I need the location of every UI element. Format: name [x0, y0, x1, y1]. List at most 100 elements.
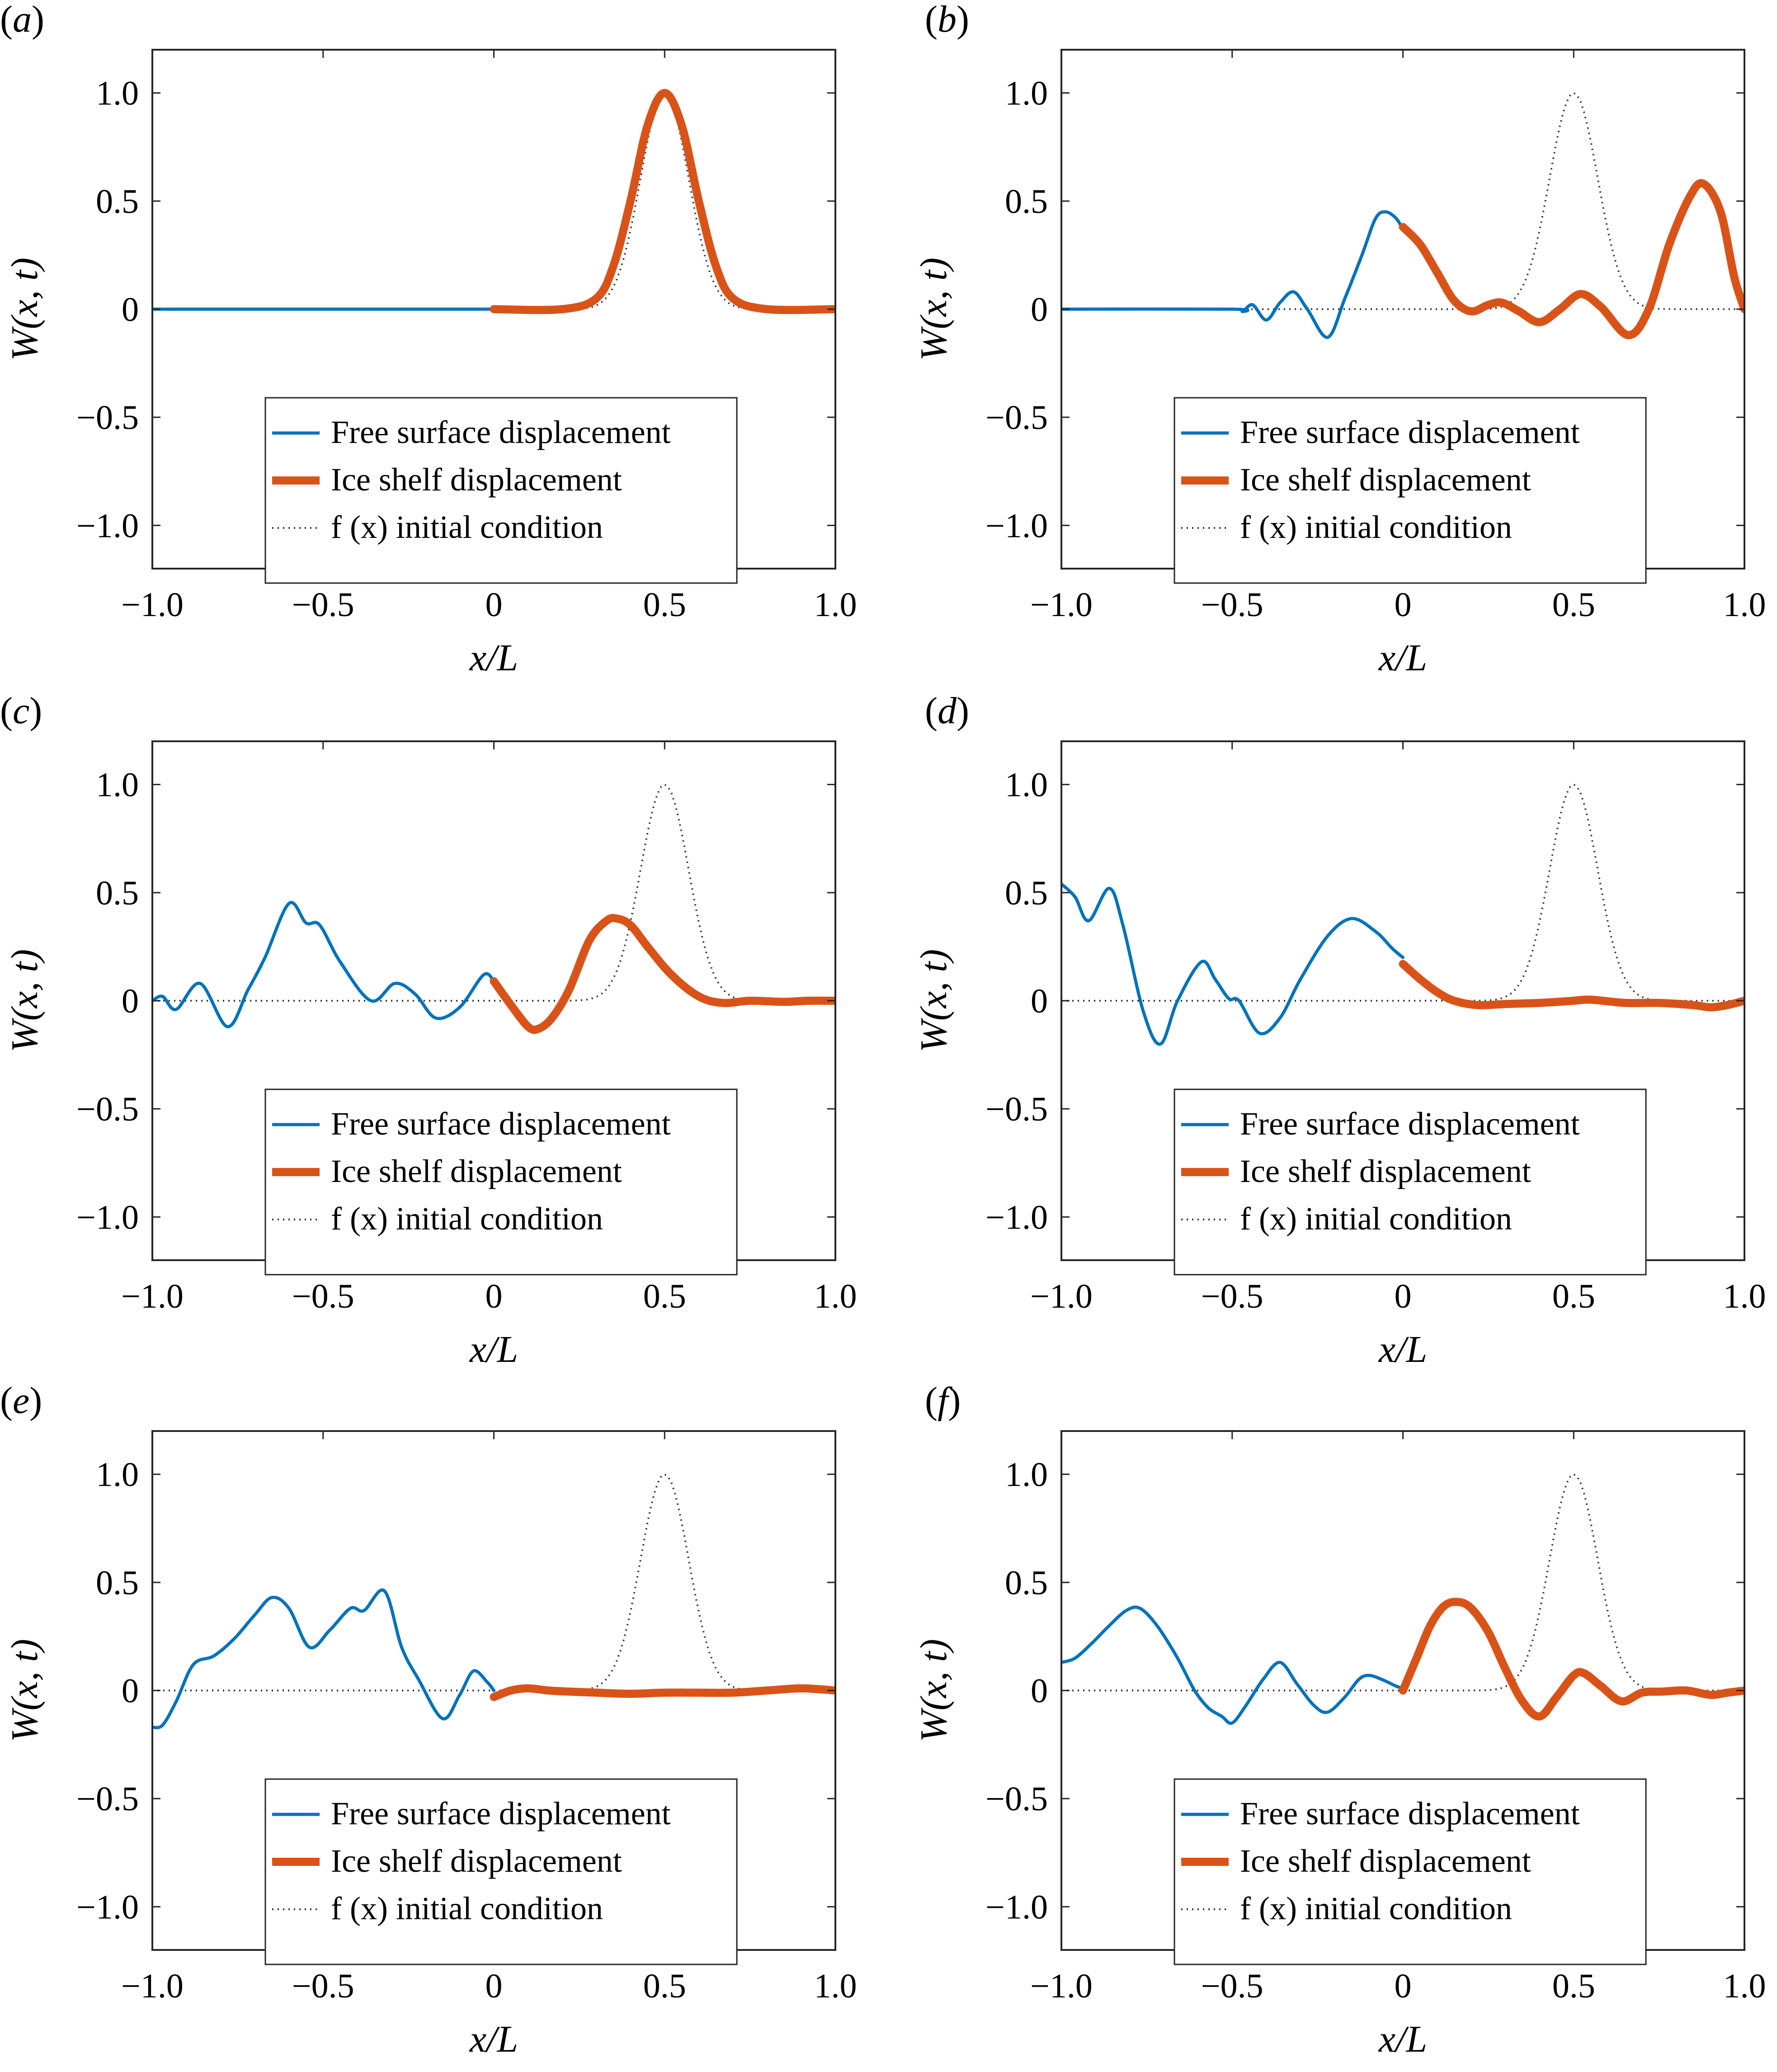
legend-label: Ice shelf displacement — [1240, 1843, 1531, 1879]
y-axis-label: W(x, t) — [4, 949, 46, 1053]
x-axis-label: x/L — [1378, 637, 1427, 679]
y-tick-label: 0.5 — [96, 1564, 139, 1602]
legend-box — [264, 1088, 738, 1276]
initial-condition-curve — [152, 783, 835, 1002]
initial-condition-curve — [1061, 1473, 1744, 1691]
ice-shelf-curve — [490, 914, 835, 1034]
free-surface-curve — [152, 1588, 495, 1729]
panel-label: (e) — [0, 1380, 42, 1422]
x-tick-label: 0.5 — [643, 1967, 686, 2005]
panel-label: (d) — [925, 690, 969, 732]
y-tick-label: −1.0 — [76, 1888, 139, 1926]
y-tick-label: −0.5 — [985, 1780, 1048, 1818]
legend-label: f (x) initial condition — [331, 1201, 603, 1237]
x-tick-label: 0.5 — [643, 1277, 686, 1315]
x-tick-label: 0 — [485, 1967, 503, 2005]
y-tick-label: 1.0 — [96, 75, 139, 113]
y-tick-label: −1.0 — [76, 507, 139, 545]
legend-label: Free surface displacement — [331, 1106, 671, 1142]
panel-d: (d) −1.0 −0.5 0 0.5 1.0 −1.0 −0.5 0 0.5 1.0 x/L W(x… — [889, 690, 1777, 1382]
legend: Free surface displacement Ice shelf displ… — [1174, 1778, 1647, 1965]
legend-box — [264, 1778, 738, 1965]
ice-shelf-curve — [1399, 960, 1744, 1012]
initial-condition-curve — [152, 92, 835, 310]
x-tick-label: 0.5 — [1552, 586, 1595, 624]
y-axis-label: W(x, t) — [4, 258, 46, 361]
x-tick-label: −1.0 — [1030, 1967, 1093, 2005]
x-axis-label: x/L — [1378, 2018, 1427, 2060]
legend-label: Free surface displacement — [1240, 1795, 1580, 1832]
chart-plot: −1.0 −0.5 0 0.5 1.0 −1.0 −0.5 0 0.5 1.0 x/L W(x, t)… — [913, 740, 1766, 1370]
x-tick-label: −0.5 — [1201, 586, 1263, 624]
y-tick-label: 0 — [122, 982, 139, 1020]
x-axis-label: x/L — [1378, 1328, 1427, 1370]
x-tick-label: 0.5 — [643, 586, 686, 624]
y-axis-label: W(x, t) — [913, 1639, 955, 1742]
chart-plot: −1.0 −0.5 0 0.5 1.0 −1.0 −0.5 0 0.5 1.0 x/L W(x, t)… — [4, 740, 857, 1370]
y-tick-label: 0 — [1031, 291, 1048, 329]
y-tick-label: −1.0 — [985, 507, 1048, 545]
panel-label: (c) — [0, 690, 42, 732]
x-tick-label: 1.0 — [1723, 1277, 1766, 1315]
y-tick-label: −0.5 — [985, 399, 1048, 437]
legend-label: f (x) initial condition — [331, 509, 603, 545]
legend: Free surface displacement Ice shelf displ… — [264, 1088, 738, 1276]
y-axis-label: W(x, t) — [913, 258, 955, 361]
y-tick-label: 1.0 — [96, 766, 139, 804]
legend-label: Free surface displacement — [331, 414, 671, 450]
y-tick-label: 1.0 — [96, 1456, 139, 1494]
x-axis-label: x/L — [469, 637, 518, 679]
legend-label: f (x) initial condition — [1240, 509, 1512, 545]
panel-e: (e) −1.0 −0.5 0 0.5 1.0 −1.0 −0.5 0 0.5 1.0 x/L W(x… — [0, 1380, 888, 2072]
plot-area — [1061, 783, 1744, 1046]
legend: Free surface displacement Ice shelf displ… — [1174, 397, 1647, 584]
y-tick-label: −1.0 — [985, 1888, 1048, 1926]
y-tick-label: 0 — [122, 291, 139, 329]
y-tick-label: −0.5 — [76, 399, 139, 437]
ice-shelf-curve — [1399, 179, 1744, 339]
y-tick-label: 0 — [122, 1672, 139, 1710]
x-tick-label: −0.5 — [292, 1277, 354, 1315]
panel-label: (b) — [925, 0, 969, 40]
panel-b: (b) −1.0 −0.5 0 0.5 1.0 −1.0 −0.5 0 0.5 1.0 x/L W(x… — [889, 0, 1777, 691]
y-tick-label: 1.0 — [1005, 766, 1048, 804]
y-tick-label: 0.5 — [1005, 183, 1048, 221]
x-tick-label: 0 — [485, 586, 503, 624]
x-tick-label: 0 — [485, 1277, 503, 1315]
ice-shelf-curve — [490, 1684, 835, 1701]
y-tick-label: −1.0 — [76, 1198, 139, 1236]
x-tick-label: −1.0 — [121, 1967, 184, 2005]
x-tick-label: 1.0 — [814, 586, 857, 624]
panel-label: (a) — [0, 0, 44, 40]
legend-label: Ice shelf displacement — [331, 1843, 622, 1879]
x-axis-label: x/L — [469, 2018, 518, 2060]
plot-area — [152, 89, 835, 314]
y-tick-label: 0.5 — [1005, 874, 1048, 912]
x-tick-label: 1.0 — [1723, 586, 1766, 624]
legend-label: Ice shelf displacement — [331, 461, 622, 498]
y-tick-label: −0.5 — [76, 1090, 139, 1128]
legend-box — [1174, 1088, 1647, 1276]
y-tick-label: 1.0 — [1005, 75, 1048, 113]
legend-box — [1174, 1778, 1647, 1965]
chart-plot: −1.0 −0.5 0 0.5 1.0 −1.0 −0.5 0 0.5 1.0 x/L W(x, t)… — [913, 49, 1766, 679]
x-tick-label: 0 — [1395, 1277, 1412, 1315]
initial-condition-curve — [152, 1473, 835, 1691]
legend-label: Ice shelf displacement — [331, 1153, 622, 1189]
y-tick-label: 0 — [1031, 982, 1048, 1020]
x-tick-label: −1.0 — [121, 1277, 184, 1315]
panel-f: (f) −1.0 −0.5 0 0.5 1.0 −1.0 −0.5 0 0.5 1.0 x/L W(x… — [889, 1380, 1777, 2072]
plot-area — [152, 1473, 835, 1729]
ice-shelf-curve — [1399, 1597, 1744, 1721]
x-tick-label: −1.0 — [1030, 586, 1093, 624]
legend: Free surface displacement Ice shelf displ… — [1174, 1088, 1647, 1276]
y-tick-label: 0.5 — [96, 183, 139, 221]
plot-area — [152, 783, 835, 1034]
y-axis-label: W(x, t) — [4, 1639, 46, 1742]
x-tick-label: 1.0 — [814, 1967, 857, 2005]
x-tick-label: 1.0 — [1723, 1967, 1766, 2005]
free-surface-curve — [1061, 210, 1405, 339]
y-tick-label: 0.5 — [1005, 1564, 1048, 1602]
ice-shelf-curve — [490, 89, 835, 314]
panel-label: (f) — [925, 1380, 961, 1422]
